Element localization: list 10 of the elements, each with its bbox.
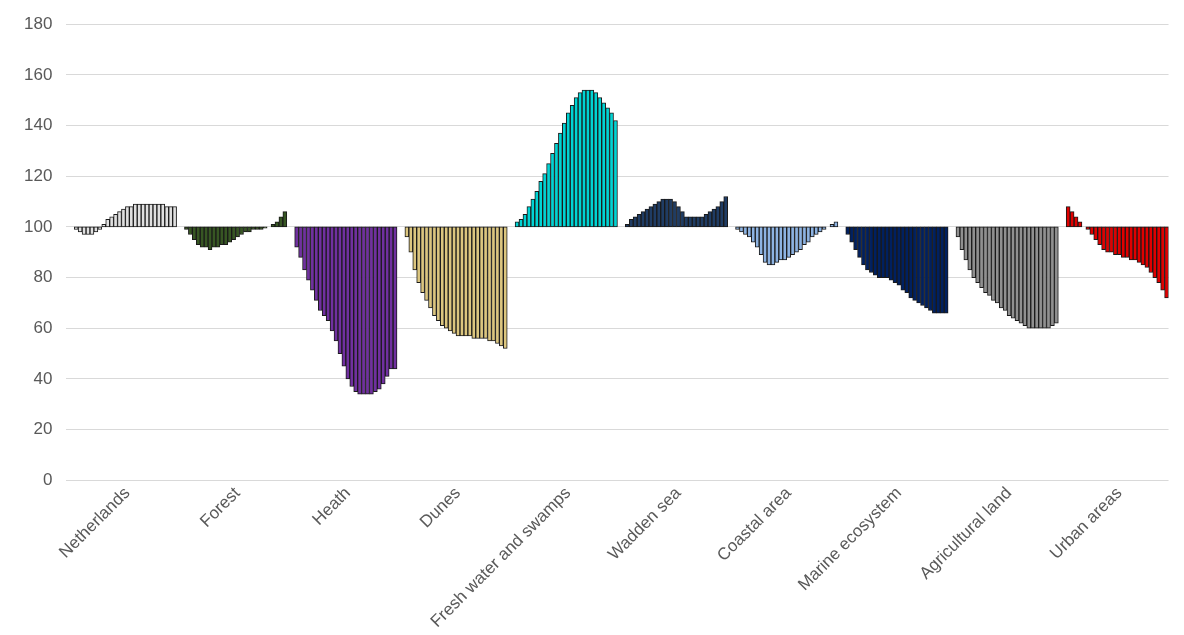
y-tick-label: 80 xyxy=(33,267,53,287)
y-tick-label: 140 xyxy=(23,115,53,135)
y-tick-label: 120 xyxy=(23,165,53,185)
y-tick-label: 180 xyxy=(23,13,53,33)
y-tick-label: 40 xyxy=(33,368,53,388)
y-tick-label: 100 xyxy=(23,216,53,236)
y-tick-label: 20 xyxy=(33,419,53,439)
y-tick-label: 60 xyxy=(33,317,53,337)
y-tick-label: 160 xyxy=(23,64,53,84)
y-tick-label: 0 xyxy=(42,469,53,489)
